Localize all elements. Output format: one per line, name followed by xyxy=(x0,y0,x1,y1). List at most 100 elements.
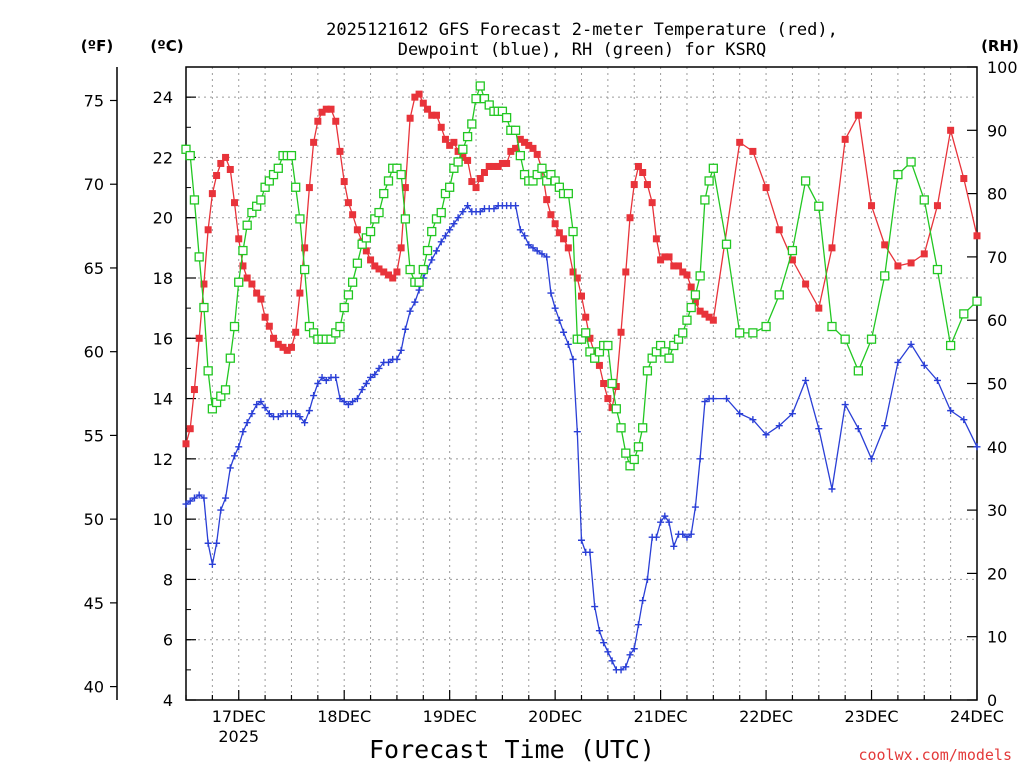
temperature-point xyxy=(200,280,208,288)
rh-point xyxy=(365,226,376,237)
temperature-point xyxy=(894,262,902,270)
dewpoint-point xyxy=(406,307,414,315)
rh-point xyxy=(234,277,244,287)
rh-point xyxy=(216,391,226,401)
rh-point xyxy=(471,94,481,104)
dewpoint-point xyxy=(529,244,537,252)
dewpoint-point xyxy=(450,220,458,228)
rh-point xyxy=(445,182,455,192)
c-tick-label: 10 xyxy=(153,510,173,529)
dewpoint-point xyxy=(691,503,699,511)
temperature-point xyxy=(349,211,357,219)
dewpoint-point xyxy=(679,530,687,538)
f-tick-label: 75 xyxy=(84,91,104,110)
temperature-point xyxy=(454,147,462,155)
c-tick-label: 8 xyxy=(163,570,173,589)
rh-point xyxy=(880,271,890,281)
rh-point xyxy=(568,226,578,237)
temperature-point xyxy=(498,159,506,167)
dewpoint-point xyxy=(305,407,313,415)
dewpoint-point xyxy=(231,452,239,460)
temperature-point xyxy=(310,138,318,146)
dewpoint-point xyxy=(243,419,251,427)
dewpoint-point xyxy=(960,416,968,424)
dewpoint-point xyxy=(854,425,862,433)
temperature-point xyxy=(639,169,647,176)
temperature-point xyxy=(265,322,273,330)
dewpoint-point xyxy=(314,380,322,387)
temperature-point xyxy=(226,165,234,173)
rh-point xyxy=(840,334,850,344)
dewpoint-point xyxy=(709,395,717,403)
dewpoint-point xyxy=(555,316,563,324)
chart-title: 2025121612 GFS Forecast 2-meter Temperat… xyxy=(326,20,838,40)
dewpoint-point xyxy=(322,376,330,384)
temperature-point xyxy=(521,138,529,146)
rh-point xyxy=(414,277,424,287)
dewpoint-point xyxy=(393,355,401,363)
rh-point xyxy=(800,176,811,186)
rh-point xyxy=(959,309,969,319)
temperature-point xyxy=(318,108,326,116)
temperature-point xyxy=(775,226,783,234)
rh-point xyxy=(418,264,428,275)
dewpoint-point xyxy=(683,533,691,541)
temperature-point xyxy=(446,141,454,149)
temperature-point xyxy=(600,380,608,387)
temperature-point xyxy=(406,114,414,122)
x-tick-label: 20DEC xyxy=(528,707,582,726)
dewpoint-point xyxy=(600,639,608,647)
rh-point xyxy=(682,315,692,325)
series-rh xyxy=(181,81,982,471)
rh-point xyxy=(704,176,714,186)
x-axis-label: Forecast Time (UTC) xyxy=(369,735,655,764)
rh-point xyxy=(343,290,354,300)
dewpoint-point xyxy=(661,512,669,520)
dewpoint-point xyxy=(894,358,902,366)
dewpoint-point xyxy=(815,425,823,433)
temperature-point xyxy=(529,144,537,152)
rh-point xyxy=(501,112,512,123)
temperature-point xyxy=(208,190,216,198)
rh-point xyxy=(972,296,982,306)
rh-point xyxy=(563,188,573,199)
axes: 4 6 8 10 12 14 16 18 20 22 24 40 45 50 55 60 65 70 75 0 10 20… xyxy=(84,58,1018,746)
temperature-point xyxy=(547,211,555,219)
temperature-point xyxy=(551,220,559,228)
temperature-point xyxy=(643,181,651,189)
temperature-point xyxy=(186,425,194,433)
temperature-point xyxy=(533,150,541,158)
f-tick-label: 50 xyxy=(84,510,104,529)
dewpoint-point xyxy=(208,560,216,568)
temperature-point xyxy=(705,313,713,321)
temperature-point xyxy=(701,310,709,318)
temperature-point xyxy=(516,135,524,143)
rh-point xyxy=(431,214,442,224)
temperature-point xyxy=(213,172,221,180)
rh-point xyxy=(203,366,213,376)
rh-point xyxy=(686,302,696,313)
temperature-point xyxy=(292,328,300,336)
dewpoint-point xyxy=(933,376,941,384)
rh-tick-label: 30 xyxy=(987,501,1007,520)
dewpoint-point xyxy=(617,666,625,674)
rh-tick-label: 80 xyxy=(987,185,1007,204)
dewpoint-point xyxy=(190,494,198,502)
dewpoint-point xyxy=(261,404,269,412)
dewpoint-point xyxy=(841,401,849,409)
temperature-point xyxy=(512,144,520,152)
temperature-point xyxy=(441,135,449,143)
temperature-point xyxy=(301,244,309,252)
rh-point xyxy=(532,169,542,180)
dewpoint-point xyxy=(516,226,524,234)
temperature-point xyxy=(231,199,239,207)
dewpoint-point xyxy=(235,443,243,451)
temperature-point xyxy=(661,253,669,261)
f-tick-label: 70 xyxy=(84,175,104,194)
temperature-point xyxy=(397,244,405,252)
temperature-point xyxy=(415,90,423,98)
temperature-point xyxy=(507,147,515,155)
dewpoint-point xyxy=(608,657,616,665)
temperature-point xyxy=(578,292,585,300)
